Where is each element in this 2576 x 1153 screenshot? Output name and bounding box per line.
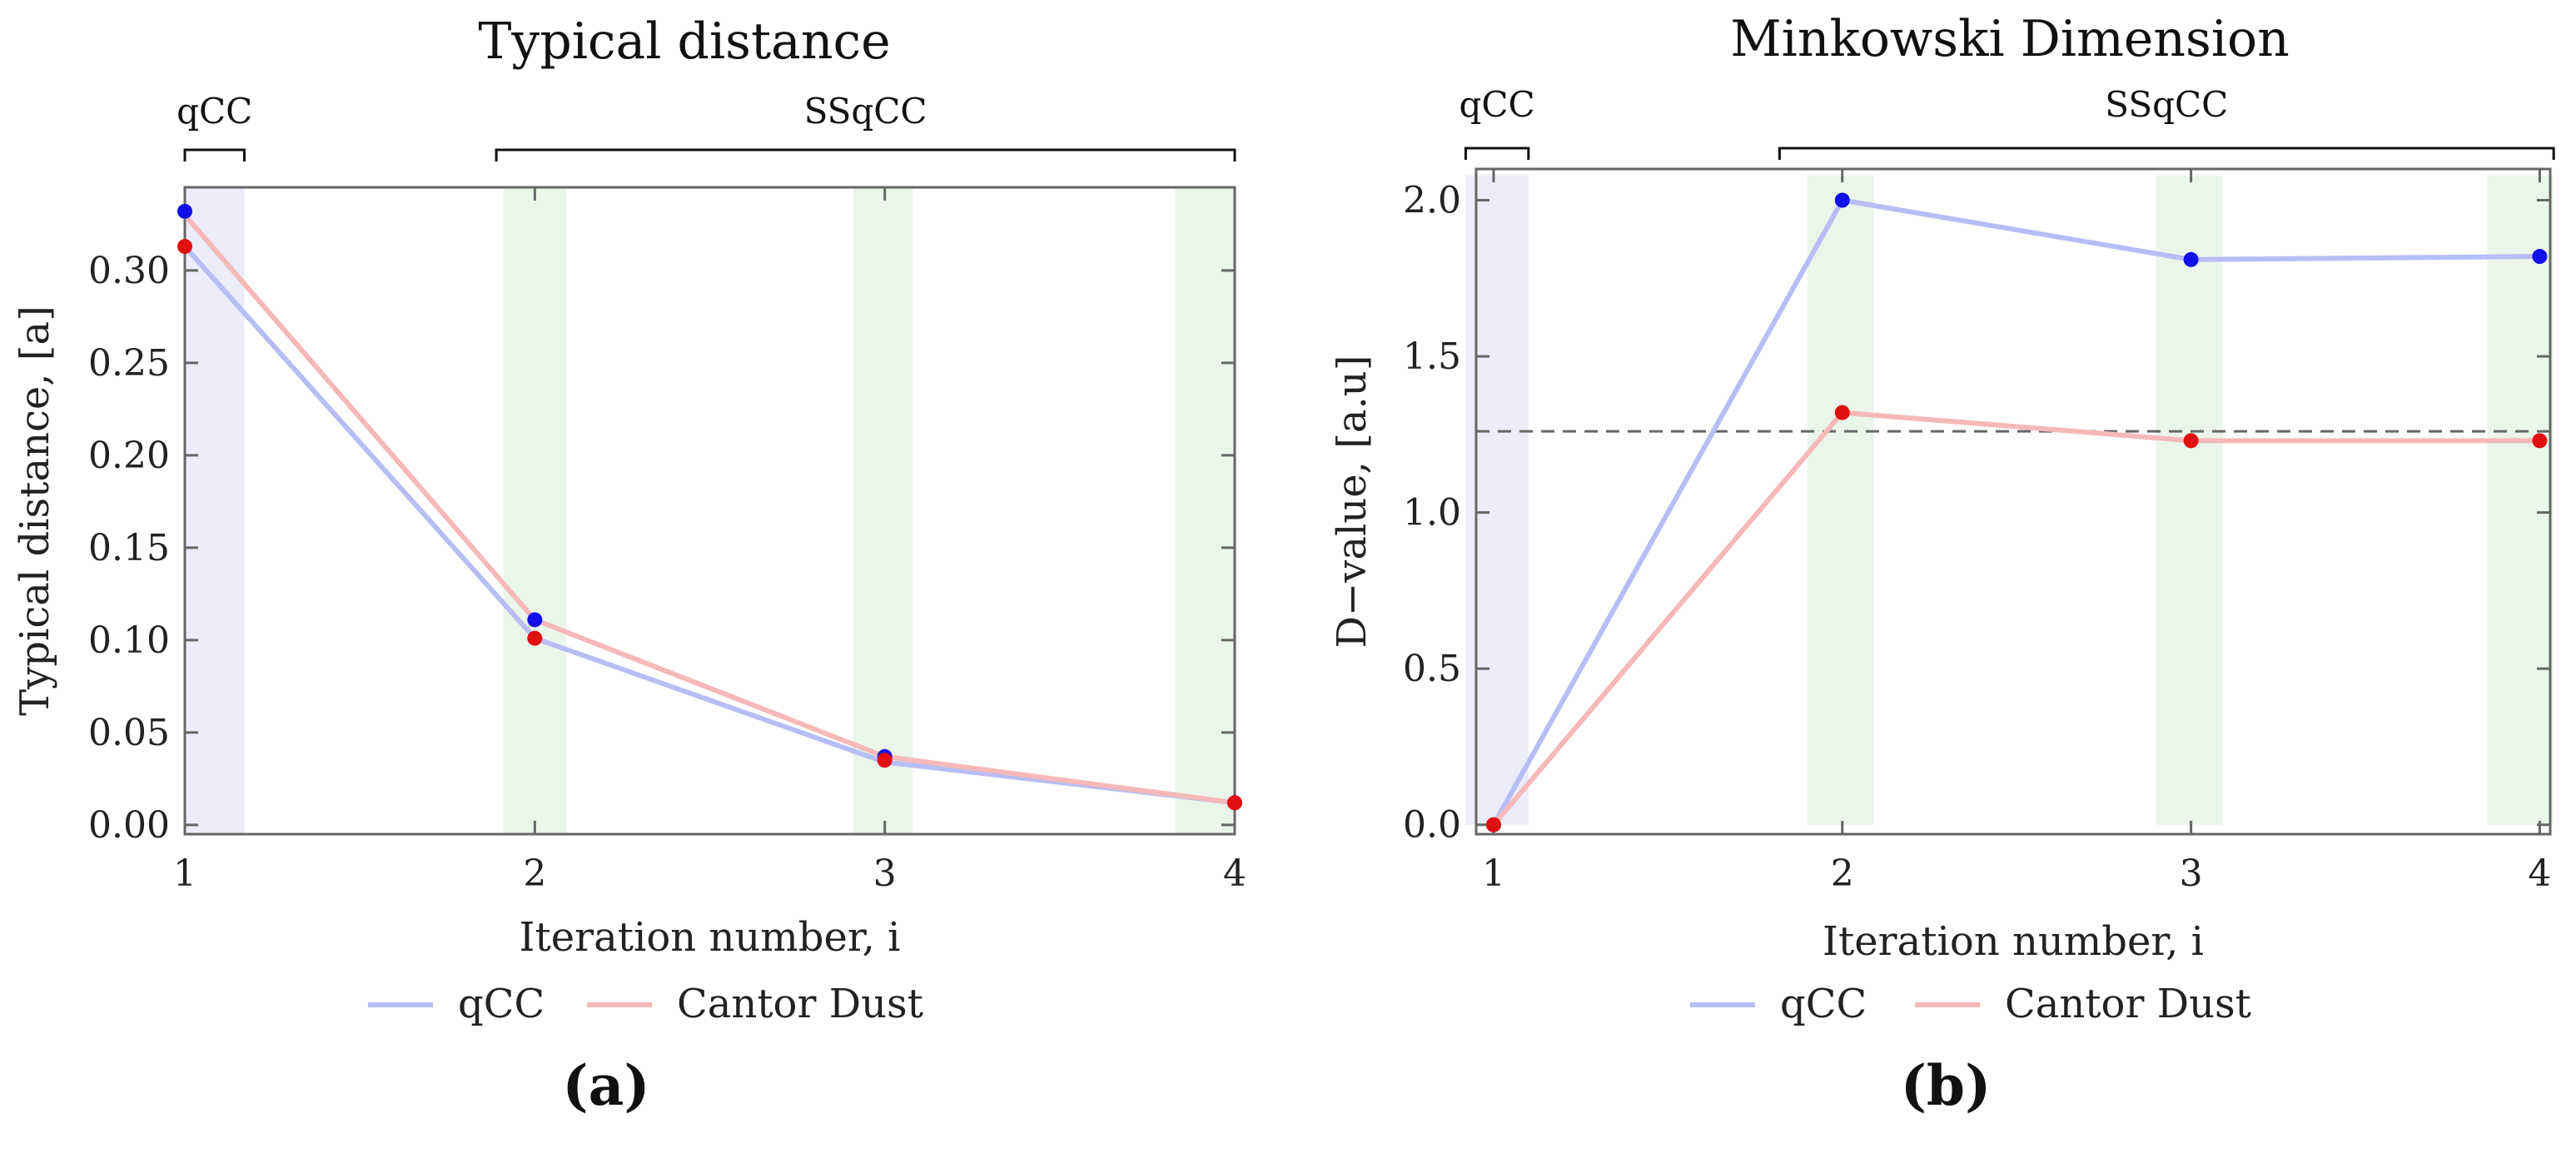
y-tick-label: 1.5 (1403, 335, 1461, 378)
panel-label: (a) (562, 1053, 649, 1118)
shaded-band (853, 187, 913, 834)
chart-title: Typical distance (478, 12, 890, 71)
data-point-qcc (1834, 192, 1850, 208)
shaded-band (1175, 187, 1235, 834)
bracket-label: SSqCC (2105, 84, 2228, 125)
x-tick-label: 4 (1223, 852, 1246, 895)
data-point-qcc (527, 612, 543, 628)
shaded-band (185, 187, 245, 834)
panel-label: (b) (1901, 1053, 1992, 1118)
data-point-cantor-dust (1227, 795, 1242, 811)
shaded-band (503, 187, 567, 834)
y-tick-label: 0.15 (88, 527, 170, 569)
y-tick-label: 0.20 (88, 435, 170, 477)
y-tick-label: 0.25 (88, 342, 170, 385)
data-point-qcc (2183, 251, 2199, 267)
shaded-band (1807, 175, 1874, 825)
chart-panel-b: 0.0 0.5 1.0 1.5 2.0 1 2 3 4 qCC SSqCC Minkowski Dim… (1329, 10, 2555, 1118)
data-point-cantor-dust (1834, 405, 1850, 420)
data-point-cantor-dust (1485, 817, 1501, 832)
chart-panel-a: 0.00 0.05 0.10 0.15 0.20 0.25 0.30 1 2 3 4 qCC SSqCC… (12, 12, 1246, 1118)
x-tick-label: 1 (1482, 852, 1505, 895)
y-tick-label: 2.0 (1403, 180, 1461, 222)
y-axis-label: Typical distance, [a] (12, 306, 58, 716)
x-axis-label: Iteration number, i (1823, 918, 2204, 965)
data-point-cantor-dust (2183, 433, 2199, 449)
series-line-cantor-dust (182, 213, 1236, 806)
data-point-qcc (2532, 249, 2548, 265)
range-bracket (1464, 147, 1530, 160)
x-tick-label: 4 (2528, 852, 2551, 895)
shaded-band (2156, 175, 2223, 825)
x-tick-label: 1 (173, 852, 196, 895)
data-point-qcc (177, 203, 192, 219)
y-tick-label: 0.0 (1403, 804, 1461, 847)
series-line-cantor-dust (1491, 410, 2540, 827)
x-tick-label: 2 (523, 852, 546, 895)
y-tick-label: 0.5 (1403, 648, 1461, 690)
legend-label: qCC (458, 981, 545, 1027)
plot-frame (1474, 167, 2552, 836)
range-bracket (183, 148, 246, 162)
data-point-cantor-dust (527, 630, 543, 646)
y-axis-label: D−value, [a.u] (1329, 355, 1375, 649)
range-bracket (1778, 147, 2555, 160)
data-point-cantor-dust (2532, 433, 2548, 449)
y-tick-label: 0.00 (88, 804, 170, 847)
data-point-cantor-dust (877, 753, 893, 768)
x-tick-label: 3 (2180, 852, 2203, 895)
bracket-label: qCC (1460, 84, 1535, 125)
y-tick-label: 0.05 (88, 712, 170, 754)
y-tick-label: 1.0 (1403, 492, 1461, 534)
legend-label: Cantor Dust (2005, 981, 2251, 1027)
y-tick-label: 0.30 (88, 250, 170, 292)
x-tick-label: 3 (873, 852, 897, 895)
series-line-qcc (182, 245, 1236, 806)
x-axis-label: Iteration number, i (520, 914, 901, 961)
y-tick-label: 0.10 (88, 619, 170, 662)
legend-label: qCC (1780, 981, 1867, 1027)
bracket-label: SSqCC (804, 91, 927, 132)
chart-title: Minkowski Dimension (1730, 10, 2290, 68)
plot-frame (183, 186, 1236, 836)
series-line-qcc (1491, 197, 2540, 827)
range-bracket (495, 148, 1236, 162)
legend-label: Cantor Dust (677, 981, 923, 1027)
shaded-band (2487, 175, 2554, 825)
bracket-label: qCC (177, 91, 252, 132)
x-tick-label: 2 (1831, 852, 1854, 895)
data-point-cantor-dust (177, 239, 192, 255)
